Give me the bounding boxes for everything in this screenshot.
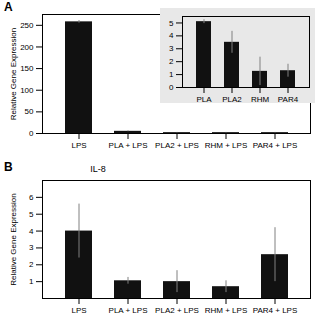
svg-text:3: 3 (29, 243, 34, 252)
svg-text:LPS: LPS (71, 141, 86, 150)
svg-text:5: 5 (169, 19, 174, 28)
svg-text:Relative Gene Expression: Relative Gene Expression (9, 28, 18, 121)
svg-text:3: 3 (169, 44, 174, 53)
svg-text:1: 1 (29, 277, 34, 286)
svg-text:PAR4 + LPS: PAR4 + LPS (253, 141, 298, 150)
svg-text:RHM + LPS: RHM + LPS (205, 141, 247, 150)
svg-text:0: 0 (29, 129, 34, 138)
svg-text:50: 50 (25, 107, 34, 116)
svg-text:5: 5 (29, 210, 34, 219)
svg-text:2: 2 (29, 260, 34, 269)
svg-text:PLA + LPS: PLA + LPS (109, 141, 148, 150)
svg-text:1: 1 (169, 70, 174, 79)
svg-text:RHM + LPS: RHM + LPS (205, 306, 247, 315)
svg-text:2: 2 (169, 57, 174, 66)
html-text:A: A (4, 0, 13, 14)
svg-text:6: 6 (29, 193, 34, 202)
svg-text:LPS: LPS (71, 306, 86, 315)
svg-text:200: 200 (20, 43, 34, 52)
html-text:IL-8: IL-8 (90, 164, 106, 174)
svg-text:150: 150 (20, 64, 34, 73)
svg-text:PLA: PLA (196, 95, 212, 103)
svg-text:100: 100 (20, 86, 34, 95)
svg-text:0: 0 (169, 83, 174, 92)
svg-text:PLA2 + LPS: PLA2 + LPS (155, 141, 199, 150)
svg-text:4: 4 (169, 31, 174, 40)
svg-text:PLA + LPS: PLA + LPS (109, 306, 148, 315)
svg-text:RHM: RHM (251, 95, 270, 103)
svg-text:PLA2: PLA2 (222, 95, 242, 103)
svg-text:PAR4: PAR4 (278, 95, 299, 103)
svg-text:250: 250 (20, 21, 34, 30)
svg-text:4: 4 (29, 227, 34, 236)
svg-text:Relative Gene Expression: Relative Gene Expression (9, 193, 18, 286)
svg-text:PAR4 + LPS: PAR4 + LPS (253, 306, 298, 315)
svg-text:PLA2 + LPS: PLA2 + LPS (155, 306, 199, 315)
html-text:B: B (4, 160, 13, 174)
